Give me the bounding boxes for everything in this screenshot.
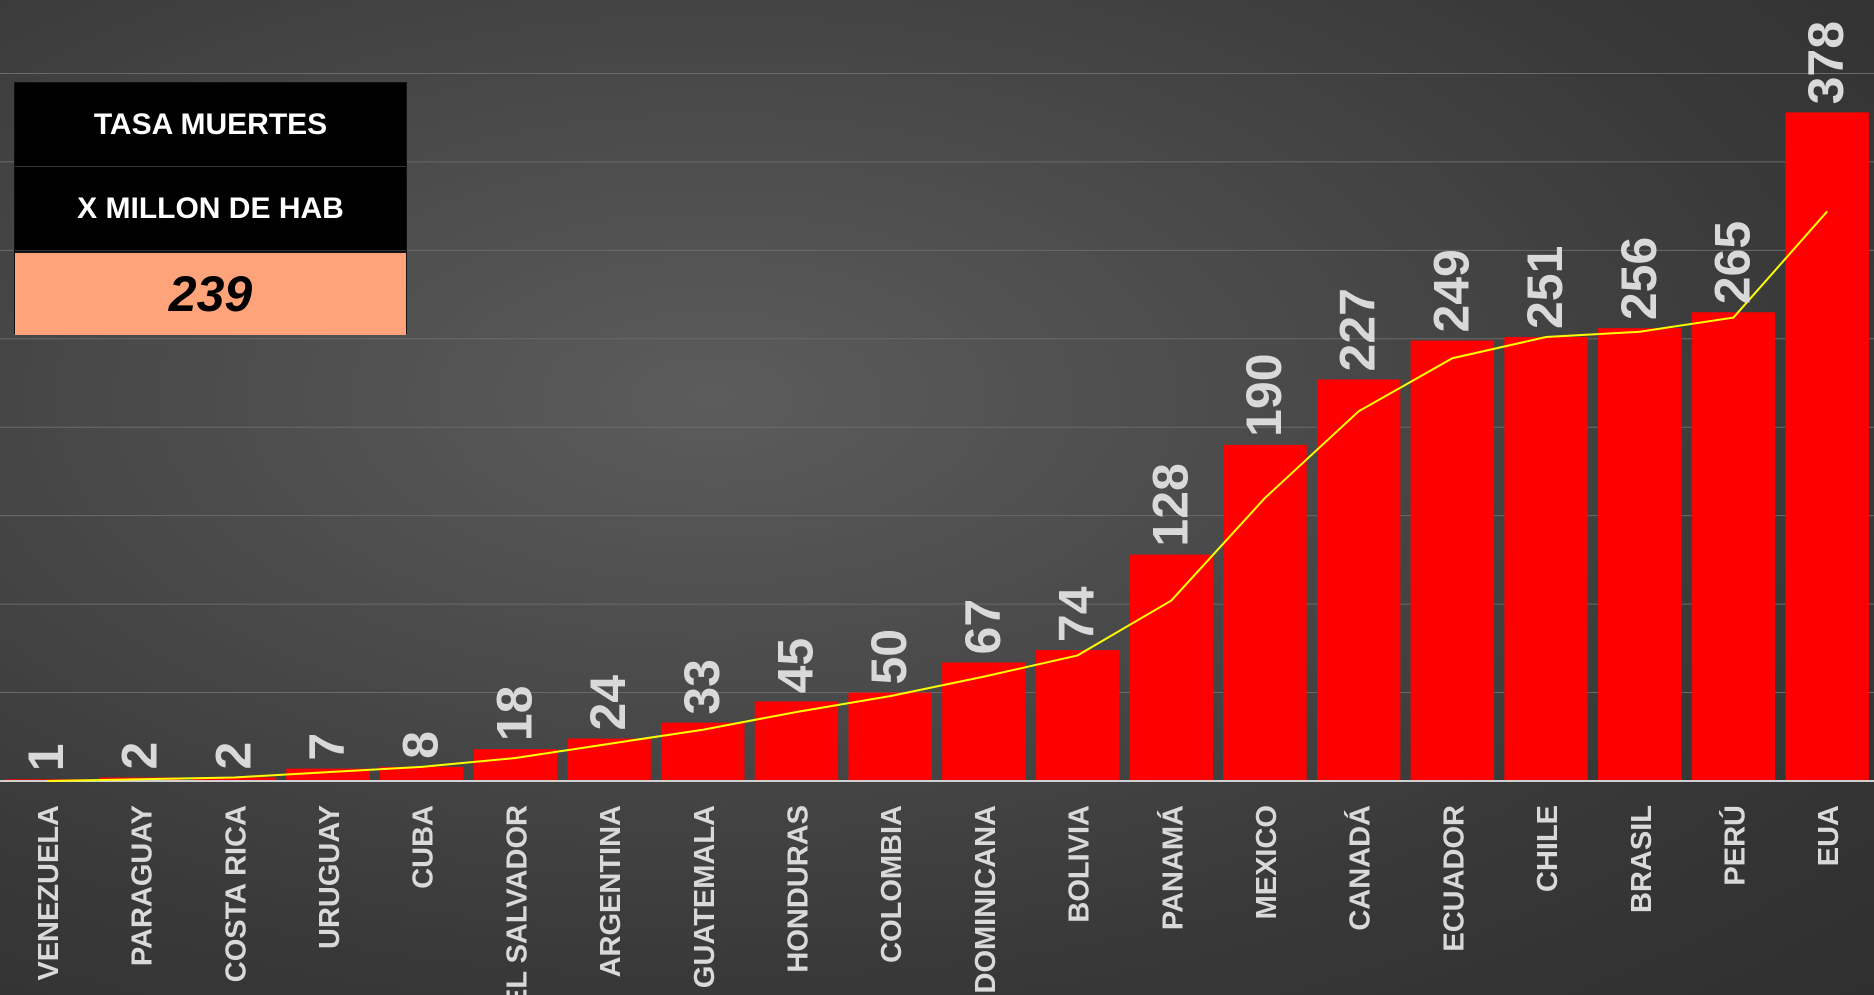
data-label: 128 bbox=[1142, 463, 1198, 546]
bar bbox=[754, 701, 839, 781]
category-label: MEXICO bbox=[1251, 805, 1283, 919]
data-label: 265 bbox=[1704, 221, 1760, 304]
bar bbox=[1504, 337, 1588, 781]
category-label: CHILE bbox=[1532, 805, 1564, 892]
category-label: VENEZUELA bbox=[33, 805, 65, 981]
bar bbox=[1598, 328, 1682, 781]
bars bbox=[5, 112, 1869, 781]
info-title-line-1: TASA MUERTES bbox=[15, 83, 406, 167]
bar bbox=[1316, 379, 1401, 781]
category-label: EL SALVADOR bbox=[501, 805, 533, 995]
data-label: 18 bbox=[486, 686, 542, 742]
data-label: 67 bbox=[955, 599, 1011, 655]
category-label: URUGUAY bbox=[314, 805, 346, 949]
info-value: 239 bbox=[15, 251, 406, 335]
data-label: 33 bbox=[674, 659, 730, 715]
bar bbox=[379, 766, 464, 781]
category-label: PARAGUAY bbox=[127, 805, 159, 966]
bar bbox=[192, 777, 276, 781]
death-rate-box: TASA MUERTES X MILLON DE HAB 239 bbox=[14, 82, 407, 335]
category-label: CANADÁ bbox=[1343, 805, 1377, 931]
category-label: COSTA RICA bbox=[220, 805, 252, 982]
category-labels: VENEZUELA PARAGUAY COSTA RICA URUGUAY CUBA EL… bbox=[33, 805, 1845, 995]
data-label: 7 bbox=[299, 733, 355, 761]
category-label: ARGENTINA bbox=[595, 805, 627, 977]
bar bbox=[1223, 444, 1307, 781]
data-label: 74 bbox=[1049, 586, 1105, 642]
data-label: 256 bbox=[1611, 237, 1667, 320]
data-label: 24 bbox=[580, 675, 636, 731]
trend-line bbox=[46, 210, 1828, 782]
bar bbox=[567, 738, 651, 781]
category-label: DOMINICANA bbox=[970, 805, 1002, 994]
info-title-line-2: X MILLON DE HAB bbox=[15, 167, 406, 251]
category-label: PERÚ bbox=[1717, 805, 1751, 886]
data-label: 8 bbox=[393, 731, 449, 759]
bar bbox=[942, 662, 1026, 781]
data-label: 378 bbox=[1798, 21, 1854, 104]
category-label: CUBA bbox=[408, 805, 440, 889]
category-label: GUATEMALA bbox=[689, 805, 721, 988]
category-label: COLOMBIA bbox=[876, 805, 908, 963]
bar bbox=[1410, 340, 1495, 781]
category-label: BOLIVIA bbox=[1064, 805, 1096, 923]
data-label: 249 bbox=[1423, 249, 1479, 332]
category-label: HONDURAS bbox=[782, 805, 814, 973]
bar bbox=[848, 692, 932, 781]
data-label: 2 bbox=[205, 742, 261, 770]
data-label: 50 bbox=[861, 629, 917, 685]
category-label: EUA bbox=[1813, 805, 1845, 866]
bar bbox=[1035, 650, 1120, 781]
data-label: 190 bbox=[1236, 353, 1292, 436]
bar bbox=[1691, 312, 1776, 781]
category-label: BRASIL bbox=[1626, 805, 1658, 913]
category-label: ECUADOR bbox=[1438, 805, 1470, 952]
bar bbox=[1785, 112, 1869, 781]
data-label: 2 bbox=[112, 742, 168, 770]
bar bbox=[661, 722, 745, 781]
data-label: 227 bbox=[1330, 288, 1386, 371]
bar bbox=[1129, 554, 1213, 781]
category-label: PANAMÁ bbox=[1155, 805, 1189, 930]
data-label: 45 bbox=[767, 638, 823, 694]
data-label: 251 bbox=[1517, 246, 1573, 329]
data-label: 1 bbox=[18, 743, 74, 771]
